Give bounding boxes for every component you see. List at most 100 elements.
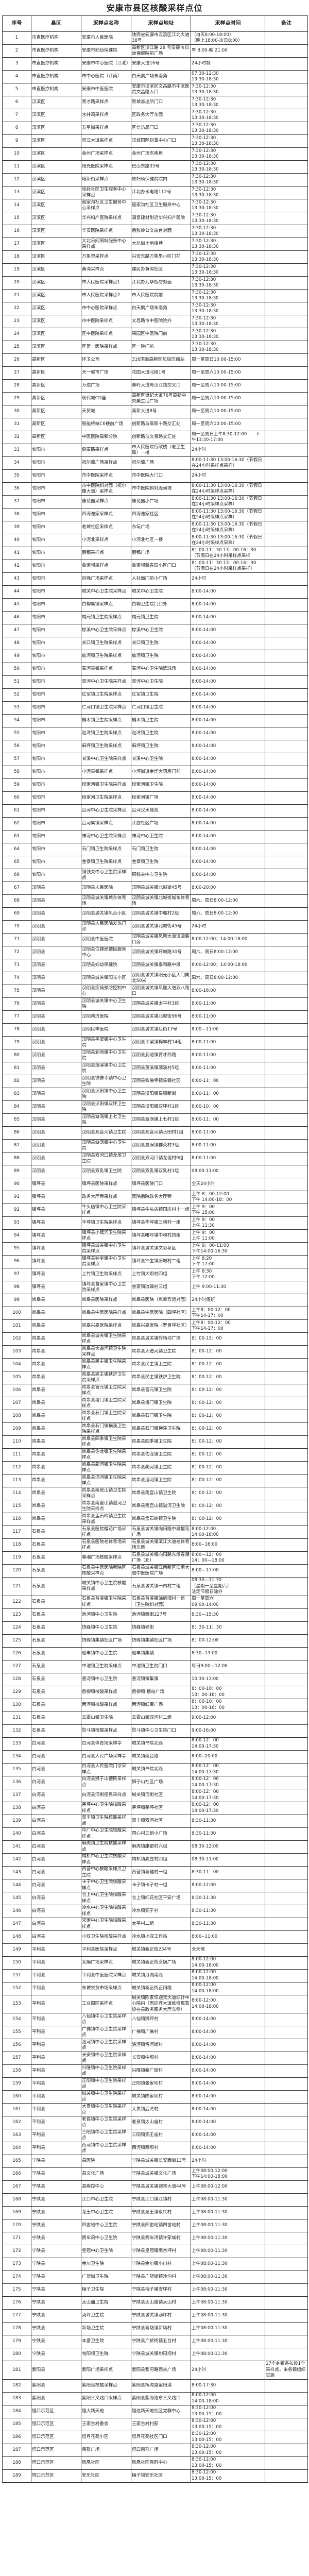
cell-address: 迎丰镇集镇 xyxy=(131,1647,191,1660)
cell-note xyxy=(265,418,308,431)
cell-note xyxy=(265,1621,308,1635)
cell-no: 40 xyxy=(2,534,31,547)
cell-time: 8：00-12：00 xyxy=(191,1487,265,1500)
cell-time: 9:00-12:00 xyxy=(191,1711,265,1725)
cell-note xyxy=(265,2232,308,2245)
cell-no: 184 xyxy=(2,2404,31,2418)
cell-time: 8:00-14:00 xyxy=(191,675,265,689)
cell-address: 冷水镇洞子村 xyxy=(131,1904,191,1918)
cell-address: 城关镇河街社区 xyxy=(131,1788,191,1802)
cell-note xyxy=(265,2180,308,2194)
cell-district: 石泉县 xyxy=(31,1711,81,1725)
table-row: 105 岚皋县 岚皋县民主镇铁炉卫生院采样点 岚皋县民主镇铁炉卫生院 8：00-12：0… xyxy=(2,1371,308,1384)
cell-time: 8:00-14:00 xyxy=(191,791,265,805)
cell-time: 8:00-10：00 xyxy=(191,1100,265,1114)
cell-address: 高新大道8号 xyxy=(131,405,191,418)
cell-note xyxy=(265,727,308,740)
cell-note xyxy=(265,2245,308,2258)
cell-note xyxy=(265,856,308,869)
cell-district: 市直医疗机构 xyxy=(31,57,81,71)
table-row: 103 岚皋县 岚皋县大道河镇卫生院采样点 岚皋县大道河镇卫生院 8：00-12：00 xyxy=(2,1345,308,1359)
cell-time: 8:00-17:30 xyxy=(191,2379,265,2393)
cell-note xyxy=(265,1762,308,1776)
cell-time: 上午08:00-11:30 xyxy=(191,2232,265,2245)
cell-no: 106 xyxy=(2,1384,31,1397)
cell-address: 上竹镇大坝村四组 xyxy=(131,1268,191,1281)
cell-site-name: 吕河中心卫生院采样点 xyxy=(81,804,131,818)
cell-site-name: 旬阳坝卫生院 xyxy=(81,2348,131,2361)
cell-site-name: 紫阳广场采样点 xyxy=(81,2361,131,2380)
cell-no: 95 xyxy=(2,1242,31,1256)
cell-site-name: 汉阴县观音河镇卫生院 xyxy=(81,1126,131,1140)
cell-no: 102 xyxy=(2,1332,31,1346)
cell-time: 8:30-12:00 13:00-15：00 xyxy=(191,2417,265,2431)
cell-address: 岚皋县医院（岚皋宾馆对面） xyxy=(131,1294,191,1307)
cell-no: 70 xyxy=(2,920,31,934)
cell-no: 121 xyxy=(2,1577,31,1596)
cell-site-name: 岚皋县南宫山镇溢河卫生院采样点 xyxy=(81,1500,131,1513)
cell-address: 宁陕县城关镇迎宾大道44号 xyxy=(131,2180,191,2194)
cell-note xyxy=(265,1526,308,1539)
cell-no: 140 xyxy=(2,1827,31,1841)
cell-district: 岚皋县 xyxy=(31,1500,81,1513)
cell-no: 91 xyxy=(2,1191,31,1204)
cell-address: 宁陕县城关镇汤坪村 xyxy=(131,2309,191,2323)
cell-note xyxy=(265,2404,308,2418)
cell-time: 8:30-12:00 13:00-15：00 xyxy=(191,2430,265,2444)
cell-site-name: 汉阴县住建局便民服务中心 xyxy=(81,946,131,959)
cell-address: 高新区汉江路 28 号安康市妇幼保健院前广场 xyxy=(131,44,191,58)
table-row: 126 石泉县 迎丰镇中心卫生院 迎丰镇集镇 8:30--13:00 xyxy=(2,1647,308,1660)
cell-address: 汉阴县双乳镇双乳村1组 xyxy=(131,1165,191,1178)
cell-no: 164 xyxy=(2,2142,31,2155)
cell-note xyxy=(265,843,308,856)
cell-site-name: 华安医院采样点 xyxy=(81,225,131,238)
cell-address: 铜钱关中心卫生院 xyxy=(131,869,191,882)
cell-note xyxy=(265,2193,308,2207)
cell-site-name: 王家台村委会 xyxy=(81,2417,131,2431)
cell-time: 8:00-14:00 xyxy=(191,869,265,882)
cell-site-name: 水井湾采样点 xyxy=(81,109,131,122)
cell-no: 42 xyxy=(2,560,31,573)
cell-district: 岚皋县 xyxy=(31,1345,81,1359)
cell-no: 13 xyxy=(2,186,31,199)
cell-site-name: 岚皋县民主镇铁炉卫生院采样点 xyxy=(81,1371,131,1384)
cell-time: 上午08:00-11:30 xyxy=(191,2193,265,2207)
cell-time: 上午08:00-11:30 xyxy=(191,2283,265,2297)
cell-district: 平利县 xyxy=(31,1994,81,2013)
cell-address: 石泉县城关镇滨江大道老体育场东侧 xyxy=(131,1538,191,1552)
cell-note xyxy=(265,1010,308,1024)
cell-site-name: 新场卫生院 xyxy=(81,2322,131,2335)
table-row: 152 平利县 东城农贸市场采样点 城关镇新正街正阳路 8:00-12:00 14:00… xyxy=(2,1981,308,1995)
cell-time: 8:00-11:00 xyxy=(191,997,265,1011)
cell-note xyxy=(265,1229,308,1243)
cell-site-name: 岚皋兴皋医院采样点 xyxy=(81,1319,131,1333)
cell-no: 172 xyxy=(2,2245,31,2258)
cell-no: 89 xyxy=(2,1165,31,1178)
table-row: 181 紫阳县 紫阳广场采样点 紫阳县紫府路西关广场 24小时 17个乡镇各布设1个采样点… xyxy=(2,2361,308,2380)
cell-site-name: 县医院 xyxy=(81,2155,131,2168)
cell-note xyxy=(265,1969,308,1982)
cell-site-name: 四海逸家采样点 xyxy=(81,508,131,521)
cell-site-name: 铜钱关中心卫生院采样点 xyxy=(81,869,131,882)
cell-time: 8:00-14:00 xyxy=(191,778,265,792)
cell-address: 凤凰社区党群中心 xyxy=(131,2456,191,2470)
table-row: 139 白河县 双丰镇卫生院核酸采样点 双丰镇双河社区 8:30-11:30 xyxy=(2,1814,308,1828)
cell-site-name: 县疾控中心 xyxy=(81,2180,131,2194)
cell-time: 8:00-14:00 xyxy=(191,727,265,740)
cell-district: 石泉县 xyxy=(31,1647,81,1660)
cell-time: 7:30-12:30 13:30-18:30 xyxy=(191,250,265,264)
sampling-sites-table: 序号 县区 采样点名称 采样点地址 采样点时间 备注 1 市直医疗机构 安康市人民医… xyxy=(2,15,308,2483)
table-row: 129 石泉县 后柳镇核酸采样点 后柳镇 粮站广场 8：00-10：00 13：00-1… xyxy=(2,1685,308,1699)
table-row: 64 旬阳市 石门镇卫生院采样点 石门镇卫生院 8:00-14:00 xyxy=(2,843,308,856)
cell-district: 旬阳市 xyxy=(31,804,81,818)
cell-no: 186 xyxy=(2,2430,31,2444)
cell-district: 汉阴县 xyxy=(31,946,81,959)
cell-no: 149 xyxy=(2,1943,31,1957)
cell-note xyxy=(265,456,308,470)
cell-site-name: 城关镇中心卫生院采样点 xyxy=(81,2090,131,2104)
cell-address: 蜀河中心卫生院篮球场 xyxy=(131,663,191,676)
cell-district: 岚皋县 xyxy=(31,1410,81,1423)
cell-district: 宁陕县 xyxy=(31,2167,81,2181)
cell-district: 平利县 xyxy=(31,2026,81,2039)
cell-site-name: 丰富卫生院 xyxy=(81,2335,131,2348)
